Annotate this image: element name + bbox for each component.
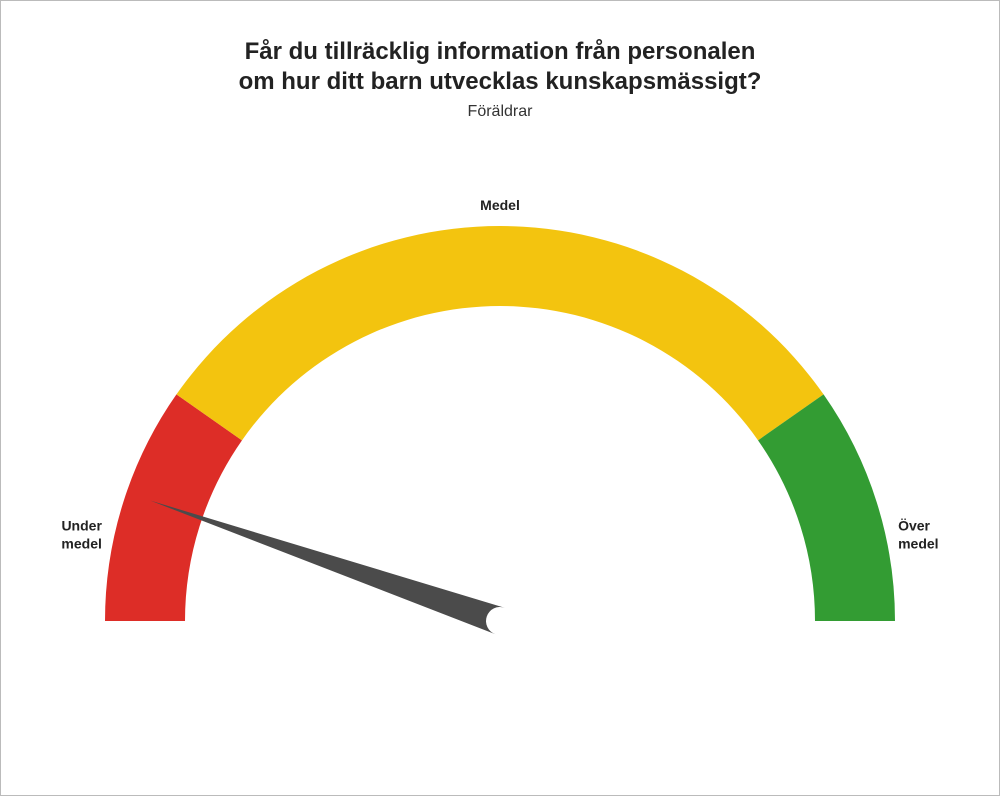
gauge-label-left-2: medel bbox=[61, 535, 101, 551]
gauge-label-right-2: medel bbox=[898, 535, 938, 551]
title-line-2: om hur ditt barn utvecklas kunskapsmässi… bbox=[239, 68, 762, 95]
gauge-needle bbox=[150, 501, 504, 635]
gauge-label-top: Medel bbox=[480, 197, 520, 213]
gauge-label-right-1: Över bbox=[898, 517, 930, 533]
chart-title: Får du tillräcklig information från pers… bbox=[1, 37, 999, 97]
title-line-1: Får du tillräcklig information från pers… bbox=[245, 38, 756, 65]
gauge-segment-1 bbox=[176, 226, 823, 440]
gauge-segment-2 bbox=[758, 394, 895, 621]
chart-frame: Får du tillräcklig information från pers… bbox=[0, 0, 1000, 796]
chart-subtitle: Föräldrar bbox=[1, 103, 999, 121]
gauge-chart: Under medel Medel Över medel bbox=[60, 141, 940, 701]
gauge-label-left-1: Under bbox=[61, 517, 102, 533]
gauge-container: Under medel Medel Över medel bbox=[1, 141, 999, 701]
